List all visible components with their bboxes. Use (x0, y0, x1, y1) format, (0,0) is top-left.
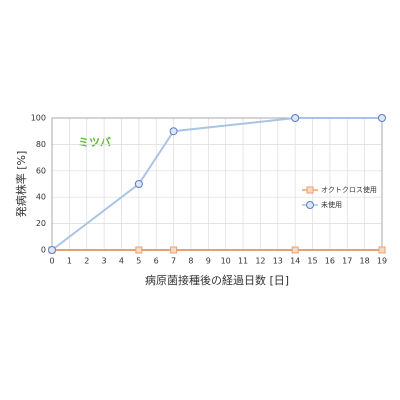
x-tick-label: 4 (119, 257, 124, 266)
x-tick-label: 1 (67, 257, 72, 266)
x-axis-label: 病原菌接種後の経過日数 [日] (145, 273, 289, 287)
x-tick-label: 2 (84, 257, 89, 266)
y-tick-label: 0 (41, 246, 46, 255)
legend-label: 未使用 (321, 200, 342, 209)
y-tick-label: 20 (36, 219, 46, 228)
annotation: ミツバ (78, 136, 111, 149)
y-tick-label: 40 (36, 193, 46, 202)
y-tick-label: 80 (36, 140, 46, 149)
x-tick-label: 15 (307, 257, 317, 266)
legend-marker (306, 186, 314, 194)
x-tick-label: 12 (255, 257, 265, 266)
x-tick-label: 10 (221, 257, 231, 266)
x-tick-label: 8 (188, 257, 193, 266)
marker (135, 246, 143, 254)
x-tick-label: 0 (49, 257, 54, 266)
x-tick-label: 9 (206, 257, 211, 266)
marker (169, 127, 178, 136)
x-tick-label: 7 (171, 257, 176, 266)
x-tick-label: 19 (377, 257, 387, 266)
marker (134, 180, 143, 188)
marker (378, 246, 386, 254)
x-tick-label: 16 (325, 257, 335, 266)
legend-marker (306, 201, 314, 209)
x-tick-label: 6 (154, 257, 159, 266)
y-tick-label: 100 (31, 114, 46, 123)
x-tick-label: 3 (102, 257, 107, 266)
y-axis-label: 発病株率 [%] (14, 151, 28, 218)
x-tick-label: 11 (238, 257, 248, 266)
marker (378, 114, 386, 122)
marker (291, 114, 300, 122)
x-tick-label: 5 (136, 257, 141, 266)
x-tick-label: 14 (290, 257, 300, 266)
legend-label: オクトクロス使用 (321, 185, 377, 194)
x-tick-label: 17 (342, 257, 352, 266)
x-tick-label: 18 (360, 257, 370, 266)
marker (48, 246, 56, 254)
marker (291, 246, 299, 254)
marker (170, 246, 178, 254)
y-tick-label: 60 (36, 166, 46, 175)
x-tick-label: 13 (273, 257, 283, 266)
